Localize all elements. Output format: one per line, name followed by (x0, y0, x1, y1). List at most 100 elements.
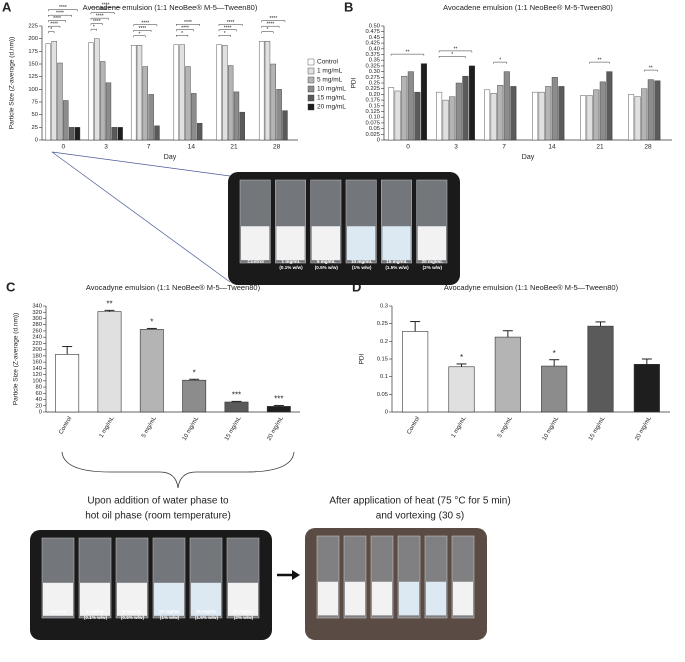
x-tick-label: 15 mg/mL (224, 415, 243, 442)
vial-label: (0.1% w/w) (84, 615, 108, 620)
x-tick-label: 5 mg/mL (141, 415, 158, 439)
vial-emulsion (345, 581, 365, 616)
y-tick-label: 0 (377, 138, 380, 144)
legend-swatch (307, 103, 315, 111)
significance-label: **** (227, 20, 235, 26)
bar (436, 91, 443, 141)
significance-bracket (390, 53, 425, 56)
x-axis-label: Day (522, 154, 535, 161)
bar (532, 91, 539, 141)
significance-bracket (218, 23, 243, 26)
y-tick-label: 260 (32, 328, 42, 334)
panel-letter: A (2, 0, 12, 14)
significance-bracket (589, 61, 610, 64)
vial-label: 1 mg/mL (282, 259, 301, 264)
significance-label: * (553, 349, 556, 358)
bar (593, 89, 600, 141)
legend-swatch (307, 85, 315, 93)
bar (233, 91, 240, 141)
significance-bracket (48, 25, 61, 28)
significance-label: *** (232, 391, 241, 400)
vial-label: 20 mg/mL (233, 609, 255, 614)
photo-caption: Upon addition of water phase to (87, 496, 229, 507)
significance-label: * (150, 318, 153, 327)
significance-label: **** (50, 22, 58, 28)
significance-bracket (493, 61, 508, 64)
y-tick-label: 100 (32, 378, 42, 384)
significance-label: **** (59, 5, 67, 11)
bar (182, 379, 207, 413)
y-tick-label: 0.125 (365, 109, 380, 115)
x-tick-label: 1 mg/mL (451, 415, 468, 439)
significance-label: * (50, 27, 52, 33)
significance-bracket (90, 6, 121, 9)
y-tick-label: 0.10 (369, 115, 380, 121)
bar (185, 66, 191, 141)
x-tick-label: 0 (62, 144, 66, 151)
bar (414, 91, 421, 141)
bar (503, 71, 510, 141)
significance-label: **** (269, 16, 277, 22)
x-tick-label: 21 (596, 144, 604, 151)
vial-emulsion (347, 226, 376, 261)
y-tick-label: 125 (28, 74, 38, 80)
significance-label: * (499, 58, 501, 64)
vial-emulsion (399, 581, 419, 616)
y-tick-label: 340 (32, 304, 42, 310)
significance-bracket (133, 35, 146, 38)
bar (599, 81, 606, 141)
significance-bracket (218, 29, 237, 32)
vial-label: (2% w/w) (234, 615, 254, 620)
vial-label: 5 mg/mL (317, 259, 336, 264)
vial-emulsion (43, 582, 73, 616)
y-tick-label: 20 (36, 403, 42, 409)
y-tick-label: 0 (39, 410, 42, 416)
vial-label: Control (247, 259, 263, 264)
bar (394, 90, 401, 141)
bar (580, 95, 587, 141)
bar (551, 77, 558, 141)
vial-emulsion (228, 582, 258, 616)
y-tick-label: 0 (385, 410, 388, 416)
zoom-line (51, 151, 231, 177)
y-tick-label: 0.225 (365, 86, 380, 92)
significance-bracket (90, 28, 98, 31)
significance-label: * (451, 52, 453, 58)
bar (97, 311, 122, 413)
bar (401, 75, 408, 141)
vial-emulsion (80, 582, 110, 616)
significance-label: **** (224, 25, 232, 31)
y-tick-label: 0.40 (369, 46, 380, 52)
y-tick-label: 50 (32, 112, 38, 118)
bar (117, 127, 123, 141)
bar (74, 127, 81, 141)
significance-label: * (224, 31, 226, 37)
bar (179, 44, 185, 141)
y-tick-label: 0.075 (365, 120, 380, 126)
significance-label: * (193, 368, 196, 377)
vial-label: (1.5% w/w) (385, 265, 409, 270)
bar (606, 71, 613, 141)
vial-emulsion (382, 226, 411, 261)
bar (510, 86, 517, 141)
zoom-line (51, 151, 231, 283)
y-tick-label: 160 (32, 360, 42, 366)
significance-label: * (266, 27, 268, 33)
y-tick-label: 0.30 (369, 69, 380, 75)
y-tick-label: 0.50 (369, 24, 380, 30)
bar (55, 354, 80, 413)
x-tick-label: 10 mg/mL (542, 415, 561, 442)
significance-label: * (138, 31, 140, 37)
brace (61, 451, 295, 489)
bar (654, 80, 661, 141)
significance-label: **** (99, 8, 107, 14)
vial-emulsion (154, 582, 184, 616)
significance-label: **** (141, 20, 149, 26)
x-tick-label: 3 (454, 144, 458, 151)
y-tick-label: 0.05 (369, 126, 380, 132)
bar (142, 66, 148, 141)
chart-title: Avocadyne emulsion (1:1 NeoBee® M-5—Twee… (86, 283, 261, 292)
significance-label: **** (53, 16, 61, 22)
y-tick-label: 0.20 (369, 92, 380, 98)
